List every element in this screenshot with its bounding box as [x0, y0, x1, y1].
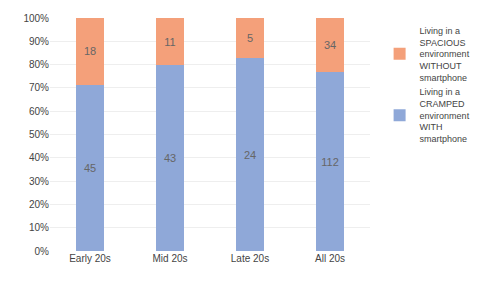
- svg-text:45: 45: [84, 162, 96, 174]
- svg-text:80%: 80%: [29, 59, 49, 70]
- svg-text:18: 18: [84, 45, 96, 57]
- svg-text:11: 11: [164, 36, 175, 48]
- svg-text:100%: 100%: [23, 13, 49, 24]
- svg-text:30%: 30%: [29, 176, 49, 187]
- svg-text:5: 5: [247, 32, 253, 44]
- svg-text:Mid 20s: Mid 20s: [152, 253, 187, 264]
- svg-text:90%: 90%: [29, 36, 49, 47]
- svg-text:Early 20s: Early 20s: [69, 253, 111, 264]
- svg-text:10%: 10%: [29, 222, 49, 233]
- svg-text:All 20s: All 20s: [315, 253, 345, 264]
- svg-text:50%: 50%: [29, 129, 49, 140]
- svg-text:24: 24: [244, 149, 256, 161]
- svg-text:Living in aSPACIOUSenvironment: Living in aSPACIOUSenvironmentWITHOUTsma…: [420, 26, 470, 83]
- svg-text:70%: 70%: [29, 82, 49, 93]
- svg-text:Late 20s: Late 20s: [231, 253, 269, 264]
- svg-text:Living in aCRAMPEDenvironmentW: Living in aCRAMPEDenvironmentWITHsmartph…: [420, 87, 470, 144]
- svg-text:40%: 40%: [29, 152, 49, 163]
- svg-text:112: 112: [321, 156, 339, 168]
- svg-text:20%: 20%: [29, 199, 49, 210]
- svg-text:34: 34: [324, 39, 336, 51]
- svg-text:0%: 0%: [35, 246, 50, 257]
- svg-text:60%: 60%: [29, 106, 49, 117]
- svg-text:43: 43: [164, 152, 176, 164]
